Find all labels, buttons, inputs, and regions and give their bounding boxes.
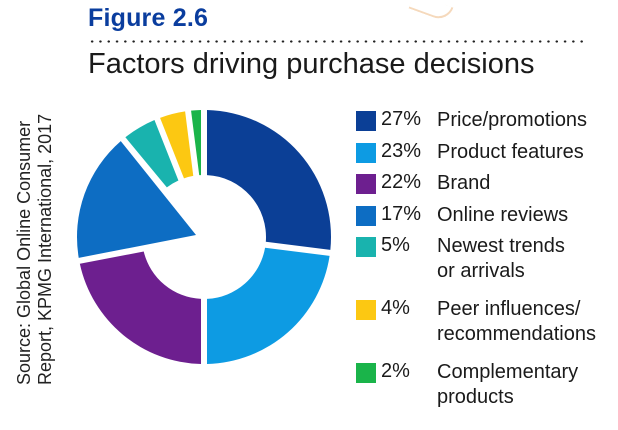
legend-label: Newest trends or arrivals bbox=[437, 235, 565, 282]
chart-title: Factors driving purchase decisions bbox=[88, 48, 535, 80]
legend-percent: 17% bbox=[381, 202, 422, 225]
legend-swatch bbox=[356, 174, 376, 194]
legend-percent: 27% bbox=[381, 108, 422, 130]
legend-percent: 2% bbox=[381, 360, 410, 382]
legend-percent: 5% bbox=[381, 234, 410, 256]
legend-label: Online reviews bbox=[437, 203, 569, 226]
donut-slice-product-features bbox=[206, 247, 330, 364]
legend-swatch bbox=[356, 363, 376, 383]
legend-percent: 23% bbox=[381, 139, 422, 162]
donut-slice-price-promotions bbox=[206, 110, 331, 250]
legend-label: Brand bbox=[437, 172, 491, 194]
legend-swatch bbox=[356, 142, 376, 163]
legend-swatch bbox=[356, 205, 376, 226]
donut-slice-brand bbox=[79, 251, 202, 364]
legend-label: Peer influences/recommendations bbox=[437, 298, 596, 345]
legend-swatch bbox=[356, 237, 376, 257]
legend-label: Complementary products bbox=[437, 361, 579, 408]
legend-swatch bbox=[356, 111, 376, 131]
donut-slices bbox=[77, 110, 331, 364]
donut-slice-peer-influences-recommendations bbox=[160, 111, 194, 179]
legend-swatch bbox=[356, 300, 376, 320]
donut-slice-complementary-products bbox=[191, 110, 202, 176]
figure-label: Figure 2.6 bbox=[88, 4, 209, 32]
legend-label: Product features bbox=[437, 140, 584, 163]
legend-percent: 22% bbox=[381, 171, 422, 193]
dotted-divider bbox=[88, 40, 588, 43]
donut-slice-online-reviews bbox=[77, 141, 196, 258]
legend-label: Price/promotions bbox=[437, 109, 588, 131]
legend-percent: 4% bbox=[381, 297, 410, 319]
donut-slice-newest-trends-or-arrivals bbox=[125, 120, 179, 188]
